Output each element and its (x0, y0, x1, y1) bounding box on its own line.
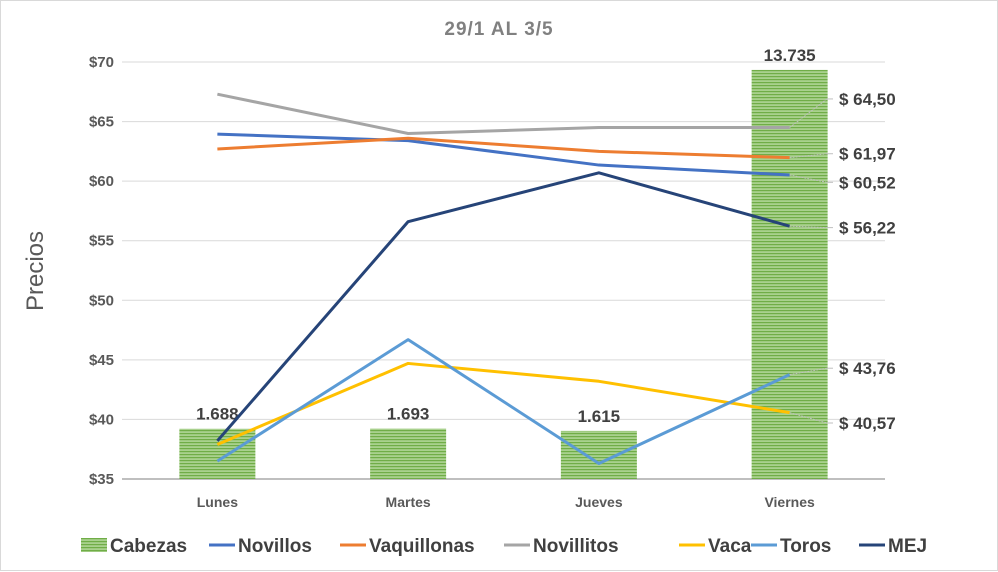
end-data-label: $ 40,57 (839, 414, 896, 433)
legend-label: Toros (780, 536, 831, 557)
y-tick-label: $35 (89, 471, 114, 488)
bar-cabezas (370, 428, 447, 479)
chart-title: 29/1 AL 3/5 (444, 19, 553, 40)
legend-swatch-cabezas (81, 538, 107, 552)
end-data-label: $ 43,76 (839, 359, 896, 378)
line-toros (216, 338, 791, 466)
legend-label: Novillitos (533, 536, 619, 557)
bar-data-label: 1.693 (387, 405, 430, 424)
bar-data-label: 1.688 (196, 405, 239, 424)
line-mej (216, 171, 791, 442)
line-vaquillonas (217, 136, 790, 160)
legend-label: MEJ (888, 536, 927, 557)
x-tick-label: Lunes (197, 494, 238, 510)
line-novillitos (217, 92, 790, 135)
line-novillos (217, 132, 790, 177)
bar-data-label: 1.615 (578, 407, 621, 426)
bar-data-label: 13.735 (764, 46, 816, 65)
y-tick-label: $55 (89, 233, 114, 250)
end-data-label: $ 56,22 (839, 219, 896, 238)
end-data-label: $ 60,52 (839, 173, 896, 192)
end-data-label: $ 61,97 (839, 145, 896, 164)
line-vaca (216, 361, 790, 446)
y-tick-label: $70 (89, 54, 114, 71)
y-tick-label: $40 (89, 411, 114, 428)
bar-cabezas (751, 69, 828, 479)
legend-label: Vaca (708, 536, 752, 557)
x-tick-label: Jueves (575, 494, 623, 510)
leader-line (789, 367, 828, 376)
y-tick-label: $50 (89, 292, 114, 309)
y-tick-label: $65 (89, 114, 114, 131)
legend-label: Vaquillonas (369, 536, 475, 557)
leader-line (789, 98, 828, 128)
x-tick-label: Viernes (764, 494, 815, 510)
bar-cabezas (560, 430, 637, 479)
leader-line (789, 174, 828, 183)
y-tick-label: $45 (89, 352, 114, 369)
legend-label: Novillos (238, 536, 312, 557)
y-axis-label: Precios (22, 231, 49, 311)
leader-line (789, 412, 828, 424)
leader-line (789, 225, 828, 229)
leader-line (789, 153, 828, 159)
y-tick-label: $60 (89, 173, 114, 190)
x-tick-label: Martes (386, 494, 431, 510)
legend-label: Cabezas (110, 536, 187, 557)
end-data-label: $ 64,50 (839, 90, 896, 109)
bar-cabezas (179, 428, 256, 479)
